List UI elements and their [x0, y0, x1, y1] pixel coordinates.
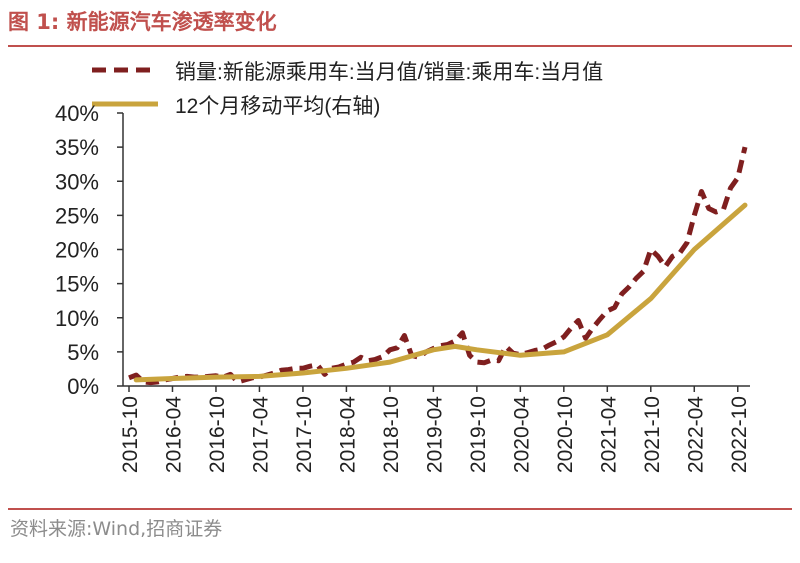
x-tick-label: 2020-10: [554, 396, 577, 473]
y-axis-ticks: 0% 5% 10% 15% 20% 25% 30% 35% 40%: [55, 101, 123, 399]
legend-label-series-2: 12个月移动平均(右轴): [175, 95, 380, 118]
y-tick-label: 0%: [67, 374, 99, 399]
x-tick-label: 2018-04: [336, 396, 359, 473]
x-tick-label: 2019-10: [467, 396, 490, 473]
y-tick-label: 30%: [55, 169, 99, 194]
x-axis-ticks: 2015-10 2016-04 2016-10 2017-04 2017-10 2018-…: [119, 386, 751, 473]
title-divider: [8, 45, 792, 47]
legend: 销量:新能源乘用车:当月值/销量:乘用车:当月值 12个月移动平均(右轴): [92, 61, 603, 118]
source-note: 资料来源:Wind,招商证券: [10, 518, 223, 540]
x-tick-label: 2018-10: [380, 396, 403, 473]
chart: 销量:新能源乘用车:当月值/销量:乘用车:当月值 12个月移动平均(右轴) 0%…: [55, 61, 751, 473]
x-tick-label: 2021-04: [597, 396, 620, 473]
x-tick-label: 2021-10: [641, 396, 664, 473]
y-tick-label: 15%: [55, 272, 99, 297]
x-tick-label: 2017-04: [249, 396, 272, 473]
y-tick-label: 40%: [55, 101, 99, 126]
x-tick-label: 2022-10: [728, 396, 751, 473]
y-tick-label: 10%: [55, 306, 99, 331]
y-tick-label: 20%: [55, 238, 99, 263]
x-tick-label: 2016-04: [162, 396, 185, 473]
x-tick-label: 2015-10: [119, 396, 142, 473]
series-layer: [128, 146, 748, 386]
source-divider: [8, 508, 792, 510]
x-tick-label: 2017-10: [293, 396, 316, 473]
x-tick-label: 2020-04: [510, 396, 533, 473]
y-tick-label: 35%: [55, 135, 99, 160]
figure-title: 图 1: 新能源汽车渗透率变化: [8, 10, 277, 34]
series-line-12m-moving-average: [133, 202, 748, 383]
legend-label-series-1: 销量:新能源乘用车:当月值/销量:乘用车:当月值: [175, 61, 603, 84]
x-tick-label: 2019-04: [423, 396, 446, 473]
x-tick-label: 2022-04: [684, 396, 707, 473]
y-tick-label: 25%: [55, 203, 99, 228]
x-tick-label: 2016-10: [206, 396, 229, 473]
y-tick-label: 5%: [67, 340, 99, 365]
